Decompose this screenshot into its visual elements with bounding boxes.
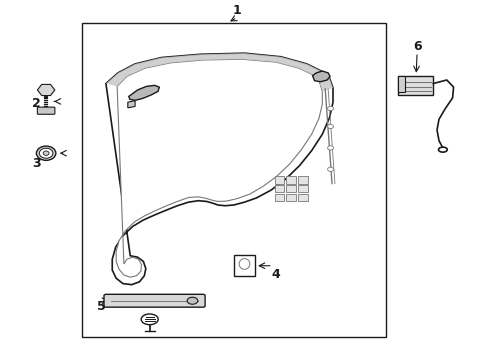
Ellipse shape [187, 297, 198, 304]
Circle shape [327, 146, 333, 150]
Text: 2: 2 [32, 97, 41, 110]
Circle shape [327, 107, 333, 111]
Bar [233, 255, 255, 276]
Polygon shape [127, 101, 135, 108]
Bar [297, 185, 307, 192]
Polygon shape [312, 71, 329, 82]
Ellipse shape [36, 146, 56, 160]
Circle shape [327, 167, 333, 171]
Bar [274, 185, 284, 192]
Ellipse shape [43, 151, 49, 156]
Text: 4: 4 [271, 268, 280, 281]
Bar [81, 23, 385, 337]
Circle shape [327, 124, 333, 129]
Bar [274, 176, 284, 184]
Text: 3: 3 [32, 157, 41, 170]
Ellipse shape [438, 147, 447, 152]
Text: 1: 1 [232, 4, 241, 17]
Polygon shape [106, 53, 332, 285]
Polygon shape [106, 53, 332, 91]
Bar [286, 176, 295, 184]
Bar [297, 194, 307, 201]
FancyBboxPatch shape [37, 107, 55, 114]
Polygon shape [116, 59, 322, 277]
Ellipse shape [239, 258, 249, 269]
Ellipse shape [39, 148, 53, 158]
Bar [286, 185, 295, 192]
Bar [274, 194, 284, 201]
Bar [297, 176, 307, 184]
Text: 5: 5 [97, 300, 105, 313]
FancyBboxPatch shape [397, 76, 432, 95]
Text: 6: 6 [412, 40, 421, 53]
FancyBboxPatch shape [104, 294, 204, 307]
Polygon shape [128, 85, 159, 100]
Bar [397, 76, 404, 92]
Ellipse shape [141, 314, 158, 325]
Bar [286, 194, 295, 201]
